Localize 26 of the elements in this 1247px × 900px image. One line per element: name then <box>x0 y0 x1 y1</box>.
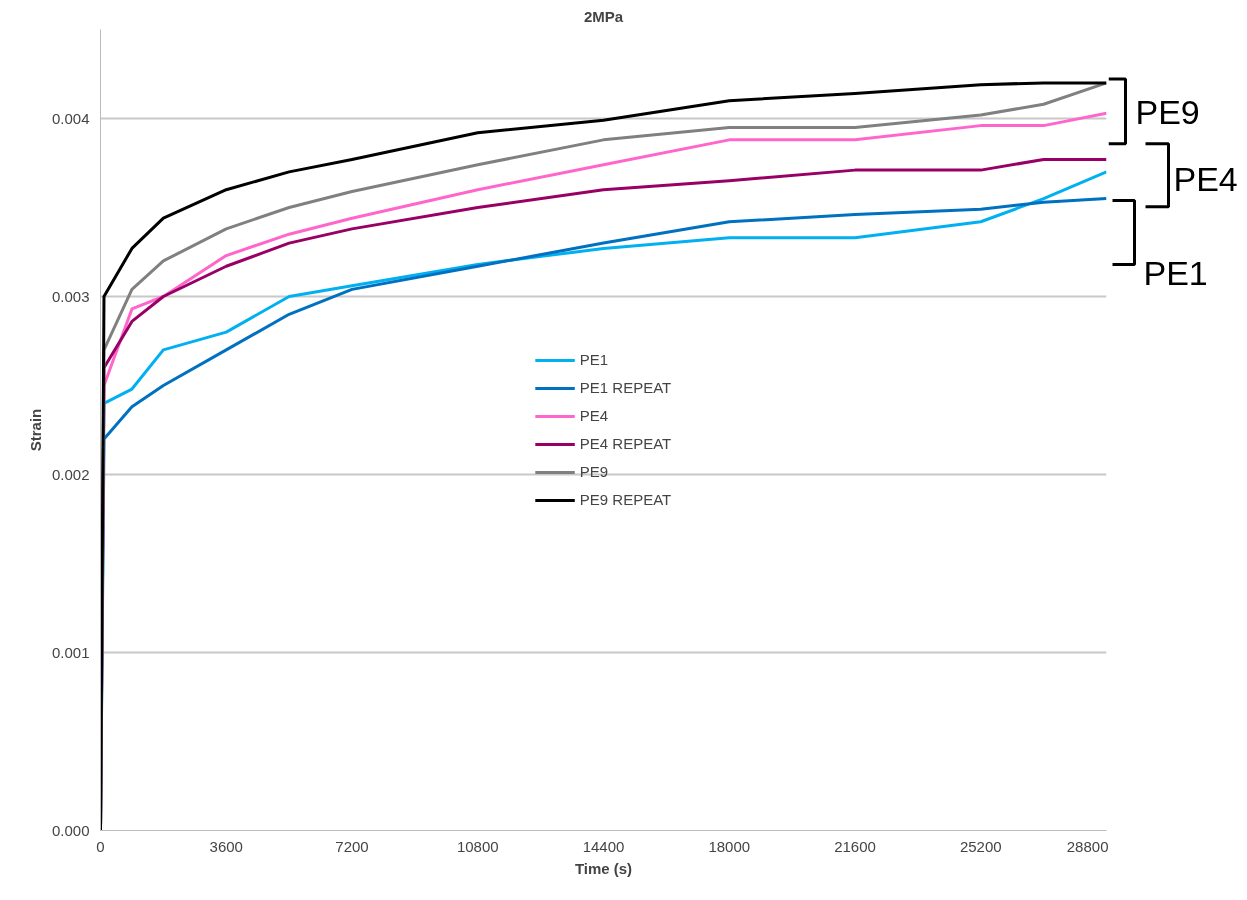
text: PE1 <box>1143 253 1208 292</box>
text: PE4 <box>1173 159 1238 198</box>
y-tick-label: 0.000 <box>51 821 90 839</box>
legend-label: PE9 REPEAT <box>579 490 672 510</box>
chart-title: 2MPa <box>583 7 624 25</box>
x-tick-label: 25200 <box>959 837 1002 855</box>
y-tick-label: 0.001 <box>51 643 90 661</box>
x-tick-label: 3600 <box>209 837 243 855</box>
y-axis-title: Strain <box>26 408 44 452</box>
x-axis-title: Time (s) <box>574 859 633 877</box>
y-tick-label: 0.004 <box>51 109 90 127</box>
text: PE9 <box>1135 93 1200 132</box>
y-tick-label: 0.003 <box>51 287 90 305</box>
x-tick-label: 28800 <box>1066 837 1109 855</box>
x-tick-label: 21600 <box>834 837 876 855</box>
x-tick-label: 10800 <box>456 837 499 855</box>
y-tick-label: 0.002 <box>51 465 90 483</box>
legend-label: PE1 <box>579 350 609 370</box>
x-tick-label: 18000 <box>708 837 751 855</box>
legend-label: PE4 REPEAT <box>579 434 672 454</box>
legend-label: PE1 REPEAT <box>579 378 672 398</box>
x-tick-label: 7200 <box>335 837 369 855</box>
x-tick-label: 14400 <box>582 837 625 855</box>
x-tick-label: 0 <box>96 837 105 855</box>
legend-label: PE4 <box>579 406 609 426</box>
legend-label: PE9 <box>579 462 609 482</box>
